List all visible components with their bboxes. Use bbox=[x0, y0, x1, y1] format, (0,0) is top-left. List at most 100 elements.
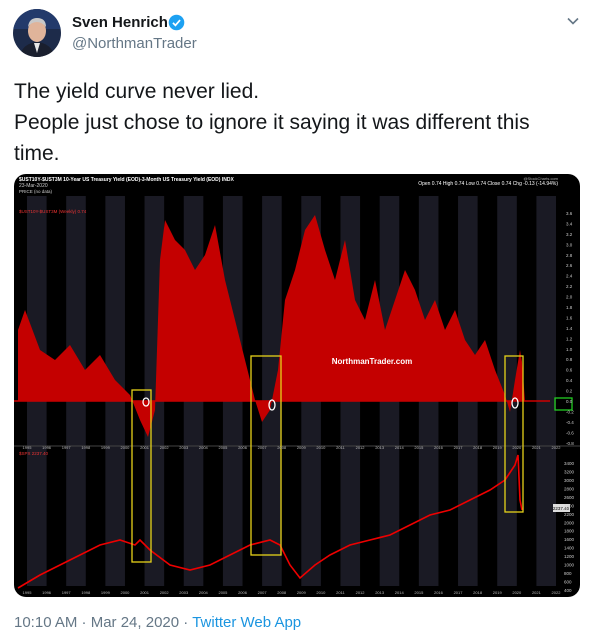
year-label: 1999 bbox=[101, 445, 111, 450]
yield-axis-label: 1.2 bbox=[566, 336, 573, 341]
year-label: 2007 bbox=[258, 590, 268, 595]
yield-axis-label: 0.2 bbox=[566, 389, 573, 394]
year-label: 2009 bbox=[297, 445, 307, 450]
year-label: 2013 bbox=[375, 590, 385, 595]
year-label: 2020 bbox=[512, 590, 522, 595]
spx-axis-label: 3000 bbox=[564, 478, 575, 483]
yield-axis-label: 1.6 bbox=[566, 315, 573, 320]
yield-axis-label: 3.0 bbox=[566, 242, 573, 247]
year-label: 2013 bbox=[375, 445, 385, 450]
spx-axis-label: 1000 bbox=[564, 563, 575, 568]
year-label: 2001 bbox=[140, 590, 150, 595]
year-label: 1998 bbox=[81, 590, 91, 595]
year-label: 2014 bbox=[395, 590, 405, 595]
year-label: 2001 bbox=[140, 445, 150, 450]
spx-axis-label: 1600 bbox=[564, 537, 575, 542]
spx-axis-label: 2000 bbox=[564, 520, 575, 525]
year-label: 2018 bbox=[473, 590, 483, 595]
year-label: 2019 bbox=[493, 445, 503, 450]
tweet-footer: 10:10 AM · Mar 24, 2020 · Twitter Web Ap… bbox=[14, 614, 301, 631]
chart-date: 23-Mar-2020 bbox=[19, 183, 48, 189]
year-label: 1997 bbox=[62, 590, 72, 595]
year-label: 2000 bbox=[121, 590, 131, 595]
yield-axis-label: 2.2 bbox=[566, 284, 573, 289]
year-label: 2012 bbox=[356, 590, 366, 595]
year-label: 2010 bbox=[316, 590, 326, 595]
yield-axis-label: 0.0 bbox=[566, 399, 573, 404]
year-label: 2016 bbox=[434, 590, 444, 595]
year-label: 2017 bbox=[454, 445, 464, 450]
spx-axis-label: 600 bbox=[564, 580, 572, 585]
year-stripe bbox=[536, 196, 556, 586]
year-label: 1995 bbox=[23, 445, 33, 450]
year-label: 1998 bbox=[81, 445, 91, 450]
spx-axis-label: 2600 bbox=[564, 495, 575, 500]
year-label: 2018 bbox=[473, 445, 483, 450]
year-label: 1996 bbox=[42, 445, 52, 450]
year-label: 1996 bbox=[42, 590, 52, 595]
year-label: 2016 bbox=[434, 445, 444, 450]
media-image[interactable]: $UST10Y-$UST3M 10-Year US Treasury Yield… bbox=[14, 174, 580, 597]
spx-axis-label: 1800 bbox=[564, 529, 575, 534]
year-label: 2019 bbox=[493, 590, 503, 595]
yield-axis-label: 2.8 bbox=[566, 253, 573, 258]
year-label: 2011 bbox=[336, 590, 345, 595]
year-label: 2015 bbox=[414, 445, 424, 450]
menu-caret[interactable] bbox=[566, 14, 580, 28]
watermark: NorthmanTrader.com bbox=[332, 357, 412, 366]
yield-axis-label: 2.6 bbox=[566, 263, 573, 268]
spx-label: $SPX 2237.40 bbox=[19, 451, 49, 456]
yield-axis-label: -0.2 bbox=[566, 409, 574, 414]
year-label: 1997 bbox=[62, 445, 72, 450]
verified-badge bbox=[168, 14, 185, 31]
year-label: 2010 bbox=[316, 445, 326, 450]
series-label: $UST10Y-$UST3M (Weekly) 0.74 bbox=[19, 209, 87, 214]
year-stripe bbox=[497, 196, 517, 586]
year-label: 2002 bbox=[160, 590, 170, 595]
year-stripe bbox=[262, 196, 282, 586]
year-label: 2005 bbox=[218, 590, 228, 595]
tweet-text: The yield curve never lied. People just … bbox=[14, 76, 580, 169]
yield-axis-label: 3.4 bbox=[566, 221, 573, 226]
year-label: 2002 bbox=[160, 445, 170, 450]
year-label: 2021 bbox=[532, 590, 542, 595]
yield-axis-label: 0.4 bbox=[566, 378, 573, 383]
year-label: 2012 bbox=[356, 445, 366, 450]
price-note: PRICE (no data) bbox=[19, 189, 53, 194]
spx-axis-label: 400 bbox=[564, 588, 572, 593]
yield-axis-label: 2.0 bbox=[566, 295, 573, 300]
year-label: 2005 bbox=[218, 445, 228, 450]
source-note: @StockCharts.com bbox=[523, 176, 558, 181]
timestamp[interactable]: 10:10 AM · Mar 24, 2020 bbox=[14, 614, 180, 631]
year-label: 2020 bbox=[512, 445, 522, 450]
year-label: 2003 bbox=[179, 590, 189, 595]
spx-axis-label: 1400 bbox=[564, 546, 575, 551]
source-link[interactable]: Twitter Web App bbox=[192, 614, 302, 631]
spx-last: 2237.40 bbox=[553, 506, 570, 511]
yield-axis-label: -0.6 bbox=[566, 430, 574, 435]
year-label: 2006 bbox=[238, 445, 248, 450]
yield-axis-label: 3.6 bbox=[566, 211, 573, 216]
year-label: 1995 bbox=[23, 590, 33, 595]
author-handle[interactable]: @NorthmanTrader bbox=[72, 35, 197, 52]
separator: · bbox=[183, 614, 189, 631]
spx-axis-label: 3400 bbox=[564, 461, 575, 466]
year-label: 2022 bbox=[552, 445, 562, 450]
chart-header: $UST10Y-$UST3M 10-Year US Treasury Yield… bbox=[19, 177, 234, 183]
spx-axis-label: 2800 bbox=[564, 486, 575, 491]
author-name[interactable]: Sven Henrich bbox=[72, 14, 168, 31]
yield-axis-label: -0.4 bbox=[566, 420, 574, 425]
avatar[interactable] bbox=[13, 9, 61, 57]
tweet-line: The yield curve never lied. bbox=[14, 80, 260, 103]
year-label: 2021 bbox=[532, 445, 542, 450]
year-label: 2004 bbox=[199, 590, 209, 595]
quote: Open 0.74 High 0.74 Low 0.74 Close 0.74 … bbox=[418, 181, 558, 187]
yield-axis-label: -0.8 bbox=[566, 441, 574, 446]
year-label: 2008 bbox=[277, 590, 287, 595]
year-label: 2014 bbox=[395, 445, 405, 450]
yield-axis-label: 0.8 bbox=[566, 357, 573, 362]
spx-axis-label: 2400 bbox=[564, 503, 575, 508]
year-label: 2011 bbox=[336, 445, 345, 450]
spx-axis-label: 1200 bbox=[564, 554, 575, 559]
